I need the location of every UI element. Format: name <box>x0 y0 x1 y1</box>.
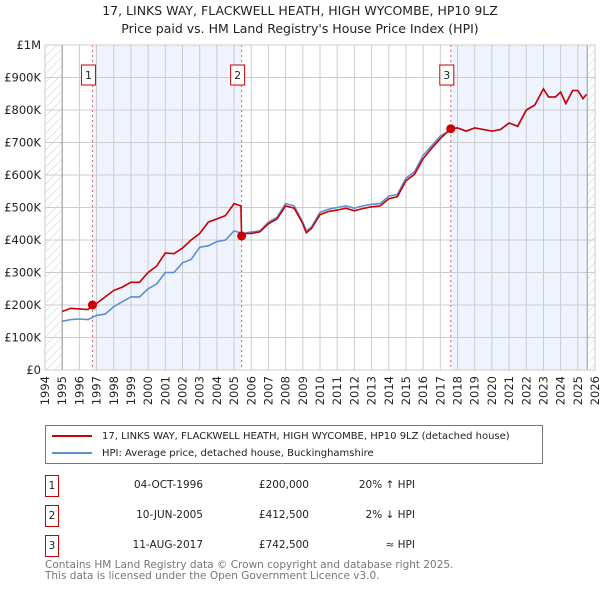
x-tick-label: 2002 <box>176 376 190 405</box>
x-tick-label: 1995 <box>55 376 69 405</box>
transaction-hpi-relation: 2% ↓ HPI <box>365 509 415 521</box>
x-tick-label: 2005 <box>227 376 241 405</box>
x-tick-label: 2001 <box>158 376 172 405</box>
y-tick-label: £100K <box>4 331 41 345</box>
x-tick-label: 2020 <box>485 376 499 405</box>
y-tick-label: £800K <box>4 103 41 117</box>
x-tick-label: 2011 <box>330 376 344 405</box>
x-tick-label: 2021 <box>502 376 516 405</box>
sale-point <box>446 124 456 134</box>
sale-label-box <box>439 64 455 86</box>
transaction-hpi-relation: ≈ HPI <box>385 539 415 551</box>
x-tick-label: 1999 <box>124 376 138 405</box>
x-tick-label: 2012 <box>347 376 361 405</box>
x-tick-label: 2009 <box>296 376 310 405</box>
transaction-date: 11-AUG-2017 <box>132 539 203 551</box>
y-tick-label: £400K <box>4 233 41 247</box>
x-tick-label: 2007 <box>261 376 275 405</box>
sale-label-box <box>80 64 96 86</box>
transaction-row: 2 10-JUN-2005 £412,500 2% ↓ HPI <box>45 505 565 529</box>
transaction-price: £200,000 <box>258 479 309 491</box>
x-tick-label: 2004 <box>210 376 224 405</box>
y-tick-label: £0 <box>26 363 41 377</box>
x-tick-label: 2006 <box>244 376 258 405</box>
y-tick-label: £600K <box>4 168 41 182</box>
x-tick-label: 2017 <box>433 376 447 405</box>
legend-item-hpi: HPI: Average price, detached house, Buck… <box>52 445 374 461</box>
x-tick-label: 2018 <box>451 376 465 405</box>
y-tick-label: £300K <box>4 266 41 280</box>
x-tick-label: 2008 <box>279 376 293 405</box>
x-tick-label: 2024 <box>554 376 568 405</box>
footer: Contains HM Land Registry data © Crown c… <box>45 560 453 581</box>
price-chart: 1994 1995 1996 1997 1998 1999 2000 2001 2002 2003… <box>4 38 600 405</box>
transaction-number: 1 <box>45 475 59 497</box>
x-tick-label: 2014 <box>382 376 396 405</box>
x-tick-label: 2026 <box>588 376 600 405</box>
x-tick-label: 2000 <box>141 376 155 405</box>
plot-frame <box>44 44 596 371</box>
legend-label-hpi: HPI: Average price, detached house, Buck… <box>102 447 374 459</box>
transaction-hpi-relation: 20% ↑ HPI <box>358 479 415 491</box>
y-tick-label: £500K <box>4 201 41 215</box>
legend-swatch-hpi <box>52 452 92 454</box>
transaction-date: 10-JUN-2005 <box>136 509 203 521</box>
transaction-date: 04-OCT-1996 <box>134 479 203 491</box>
x-tick-label: 1998 <box>107 376 121 405</box>
sale-label-box <box>230 64 246 86</box>
y-tick-label: £200K <box>4 298 41 312</box>
sale-label: 3 <box>443 69 450 82</box>
chart-subtitle: Price paid vs. HM Land Registry's House … <box>121 21 479 36</box>
x-tick-label: 1994 <box>38 376 52 405</box>
x-tick-label: 2022 <box>519 376 533 405</box>
sale-point <box>237 231 247 241</box>
x-tick-label: 2013 <box>365 376 379 405</box>
x-tick-label: 2019 <box>468 376 482 405</box>
transaction-row: 3 11-AUG-2017 £742,500 ≈ HPI <box>45 535 565 559</box>
x-tick-label: 2010 <box>313 376 327 405</box>
y-tick-label: £1M <box>16 38 41 52</box>
y-tick-label: £900K <box>4 71 41 85</box>
transaction-number: 2 <box>45 505 59 527</box>
legend-label-property: 17, LINKS WAY, FLACKWELL HEATH, HIGH WYC… <box>102 430 510 442</box>
transaction-price: £412,500 <box>258 509 309 521</box>
legend-item-property: 17, LINKS WAY, FLACKWELL HEATH, HIGH WYC… <box>52 428 510 444</box>
x-tick-label: 2025 <box>571 376 585 405</box>
transaction-number: 3 <box>45 535 59 557</box>
x-tick-label: 1996 <box>72 376 86 405</box>
legend: 17, LINKS WAY, FLACKWELL HEATH, HIGH WYC… <box>45 425 543 464</box>
transaction-row: 1 04-OCT-1996 £200,000 20% ↑ HPI <box>45 475 565 499</box>
x-tick-label: 2003 <box>193 376 207 405</box>
legend-swatch-property <box>52 435 92 437</box>
x-tick-label: 2015 <box>399 376 413 405</box>
sale-point <box>87 300 97 310</box>
footer-copyright: Contains HM Land Registry data © Crown c… <box>45 559 454 571</box>
property-price-line <box>61 87 588 313</box>
transaction-price: £742,500 <box>258 539 309 551</box>
x-tick-label: 2016 <box>416 376 430 405</box>
x-tick-label: 2023 <box>536 376 550 405</box>
chart-title: 17, LINKS WAY, FLACKWELL HEATH, HIGH WYC… <box>102 3 498 18</box>
sale-label: 2 <box>234 69 241 82</box>
sale-label: 1 <box>85 69 92 82</box>
y-tick-label: £700K <box>4 136 41 150</box>
footer-license: This data is licensed under the Open Gov… <box>45 569 380 582</box>
x-tick-label: 1997 <box>90 376 104 405</box>
